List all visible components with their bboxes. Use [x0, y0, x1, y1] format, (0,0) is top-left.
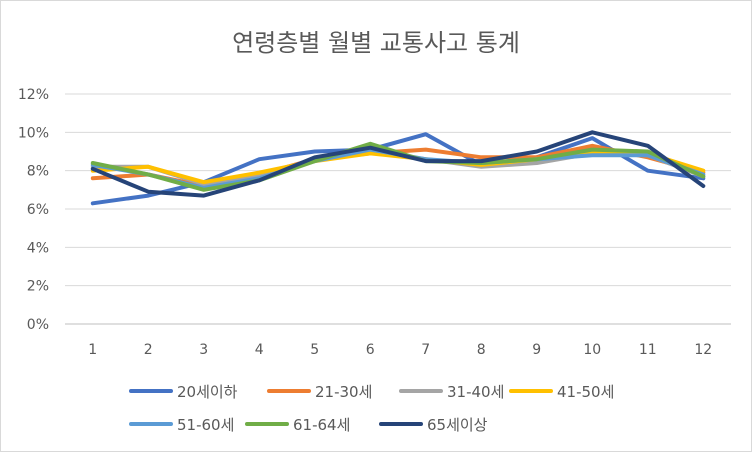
- y-axis-ticks: 0% 2% 4% 6% 8% 10% 12%: [18, 87, 49, 333]
- y-tick-label: 2%: [27, 279, 49, 295]
- series-lines: [90, 130, 706, 206]
- y-tick-label: 8%: [27, 164, 49, 180]
- x-tick-label: 4: [255, 342, 264, 358]
- x-tick-label: 2: [144, 342, 153, 358]
- x-tick-label: 10: [583, 342, 601, 358]
- legend-label: 65세이상: [427, 416, 488, 434]
- x-tick-label: 3: [199, 342, 208, 358]
- x-tick-label: 8: [477, 342, 486, 358]
- legend-label: 31-40세: [447, 383, 504, 401]
- series-line-65세이상: [90, 130, 706, 198]
- x-tick-label: 5: [310, 342, 319, 358]
- y-tick-label: 0%: [27, 317, 49, 333]
- legend-label: 21-30세: [315, 383, 372, 401]
- chart-title: 연령층별 월별 교통사고 통계: [232, 29, 520, 57]
- y-tick-label: 10%: [18, 125, 49, 141]
- legend-label: 41-50세: [557, 383, 614, 401]
- x-tick-label: 7: [421, 342, 430, 358]
- x-tick-label: 6: [366, 342, 375, 358]
- legend-label: 61-64세: [293, 416, 350, 434]
- legend-label: 51-60세: [177, 416, 234, 434]
- x-tick-label: 11: [639, 342, 657, 358]
- gridlines: [65, 93, 731, 325]
- y-tick-label: 6%: [27, 202, 49, 218]
- y-tick-label: 12%: [18, 87, 49, 103]
- legend-label: 20세이하: [177, 383, 238, 401]
- x-tick-label: 12: [694, 342, 712, 358]
- y-tick-label: 4%: [27, 240, 49, 256]
- legend: 20세이하 21-30세 31-40세 41-50세 51-60세 61-64세 65세이상: [129, 383, 614, 434]
- series-line-61-64세: [90, 141, 706, 192]
- x-axis-ticks: 1 2 3 4 5 6 7 8 9 10 11 12: [88, 342, 712, 358]
- x-tick-label: 9: [532, 342, 541, 358]
- x-tick-label: 1: [88, 342, 97, 358]
